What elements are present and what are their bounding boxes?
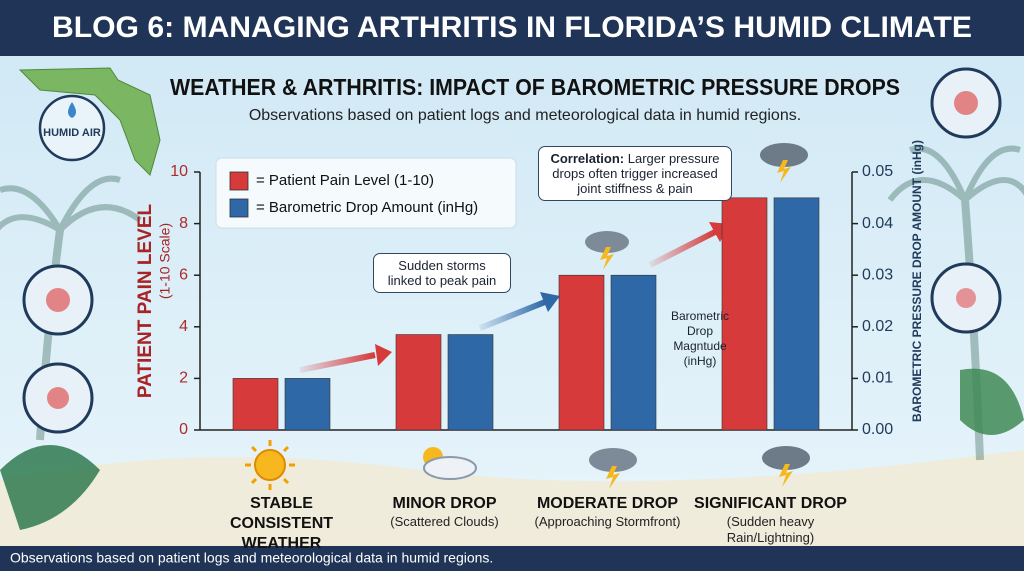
chart-title: WEATHER & ARTHRITIS: IMPACT OF BAROMETRI… <box>170 74 900 100</box>
storm-icon <box>585 143 810 489</box>
footer-text: Observations based on patient logs and m… <box>10 550 493 566</box>
cloud-sun-icon <box>423 447 477 480</box>
bar <box>395 334 442 431</box>
correlation-callout: Correlation: Larger pressure drops often… <box>538 146 732 201</box>
header-title: BLOG 6: MANAGING ARTHRITIS IN FLORIDA’S … <box>52 11 972 44</box>
x-tick-label: STABLE CONSISTENT WEATHER <box>229 495 334 552</box>
bar <box>232 378 279 431</box>
legend-entry: = Patient Pain Level (1-10) <box>256 172 434 189</box>
legend-swatch <box>229 171 249 191</box>
florida-map <box>18 67 161 176</box>
bar <box>610 274 657 431</box>
x-category: SIGNIFICANT DROP (Sudden heavy Rain/Light… <box>681 494 861 546</box>
badge-text: HUMID AIR <box>43 127 101 139</box>
bar <box>284 378 331 431</box>
y2-tick-label: 0.04 <box>862 215 893 232</box>
trend-arrow-head <box>540 292 560 312</box>
y2-tick-label: 0.00 <box>862 421 893 438</box>
trend-arrow-head <box>375 344 392 366</box>
legend-swatch <box>229 198 249 218</box>
x-category: MINOR DROP (Scattered Clouds) <box>355 494 535 530</box>
x-tick-note: (Approaching Stormfront) <box>534 514 681 529</box>
trend-arrow <box>478 299 547 331</box>
x-category: MODERATE DROP (Approaching Stormfront) <box>518 494 698 530</box>
header-bar <box>0 0 1024 56</box>
y2-tick-label: 0.03 <box>862 266 893 283</box>
y-tick-label: 0 <box>179 421 188 438</box>
y2-tick-label: 0.02 <box>862 318 893 335</box>
x-tick-label: MODERATE DROP <box>536 495 679 512</box>
y-tick-label: 8 <box>179 215 188 232</box>
legend-box <box>215 157 517 229</box>
x-tick-note: (Sudden heavy Rain/Lightning) <box>726 514 815 545</box>
bar <box>447 334 494 431</box>
storm-callout: Sudden storms linked to peak pain <box>373 253 511 293</box>
trend-arrow <box>299 352 376 373</box>
sun-icon <box>245 440 295 490</box>
joint-icons <box>22 67 1002 434</box>
leaf <box>960 368 1024 435</box>
y2-tick-label: 0.05 <box>862 163 893 180</box>
footer-bar <box>0 546 1024 571</box>
y2-tick-label: 0.01 <box>862 370 893 387</box>
plot-area: 0 2 4 6 8 10 0.00 0.01 0.02 0.03 0.04 0.05 PATIENT P… <box>135 140 924 438</box>
bar <box>773 197 820 431</box>
y-tick-label: 4 <box>179 318 188 335</box>
x-category: STABLE CONSISTENT WEATHER <box>192 494 372 554</box>
y2-axis-label: BAROMETRIC PRESSURE DROP AMOUNT (inHg) <box>910 140 924 422</box>
y-tick-label: 2 <box>179 370 188 387</box>
leaf <box>0 445 100 530</box>
trend-arrow <box>648 229 717 268</box>
x-tick-label: SIGNIFICANT DROP <box>694 495 847 512</box>
magnitude-note: Barometric Drop Magntude (inHg) <box>670 309 729 368</box>
bar <box>721 197 768 431</box>
chart-subtitle: Observations based on patient logs and m… <box>249 107 801 124</box>
y-tick-label: 6 <box>179 266 188 283</box>
bar <box>558 274 605 431</box>
y-axis-label: PATIENT PAIN LEVEL <box>135 203 156 398</box>
callout-label: Correlation: <box>550 151 625 166</box>
x-tick-note: (Scattered Clouds) <box>390 514 499 529</box>
humid-badge: HUMID AIR <box>38 94 106 162</box>
legend-entry: = Barometric Drop Amount (inHg) <box>256 199 478 216</box>
callout-text: Larger pressure drops often trigger incr… <box>552 151 720 196</box>
x-tick-label: MINOR DROP <box>392 495 497 512</box>
y-tick-label: 10 <box>170 163 188 180</box>
y-axis-note: (1-10 Scale) <box>157 223 173 299</box>
